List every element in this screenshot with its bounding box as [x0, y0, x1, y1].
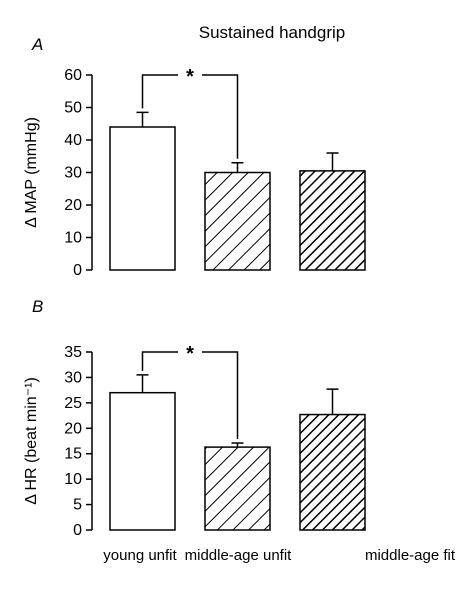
bar [299, 170, 366, 271]
bar [204, 446, 271, 531]
x-category-label: middle-age fit [365, 547, 456, 564]
panel-label: A [31, 35, 43, 54]
y-tick-label: 5 [73, 497, 82, 514]
y-tick-label: 10 [64, 471, 82, 488]
significance-bracket [202, 351, 239, 440]
chart-title: Sustained handgrip [199, 23, 346, 42]
bar [204, 171, 271, 271]
y-tick-label: 15 [64, 446, 82, 463]
significance-bracket [202, 74, 239, 159]
y-tick-label: 25 [64, 395, 82, 412]
bar [109, 391, 176, 531]
significance-bracket [141, 351, 178, 371]
panel-label: B [32, 297, 43, 316]
x-category-label: young unfit [103, 547, 177, 564]
y-tick-label: 60 [64, 67, 82, 84]
x-category-label: middle-age unfit [185, 547, 293, 564]
y-tick-label: 30 [64, 165, 82, 182]
y-tick-label: 35 [64, 344, 82, 361]
significance-bracket [141, 74, 178, 109]
bar [109, 126, 176, 271]
y-tick-label: 30 [64, 369, 82, 386]
significance-marker: * [186, 343, 194, 365]
y-tick-label: 0 [73, 262, 82, 279]
y-tick-label: 10 [64, 230, 82, 247]
y-tick-label: 40 [64, 132, 82, 149]
y-tick-label: 50 [64, 100, 82, 117]
y-tick-label: 20 [64, 197, 82, 214]
panel-b: B 0 5 10 15 20 25 30 35 Δ HR (beat min⁻¹) * [23, 297, 366, 539]
y-axis-label: Δ HR (beat min⁻¹) [23, 377, 40, 505]
panel-a: A 0 10 20 30 40 50 60 Δ MAP (mmHg) * [23, 35, 366, 279]
y-tick-label: 0 [73, 522, 82, 539]
y-axis-label: Δ MAP (mmHg) [23, 117, 40, 228]
y-tick-label: 20 [64, 420, 82, 437]
bar [299, 413, 366, 531]
significance-marker: * [186, 66, 194, 88]
